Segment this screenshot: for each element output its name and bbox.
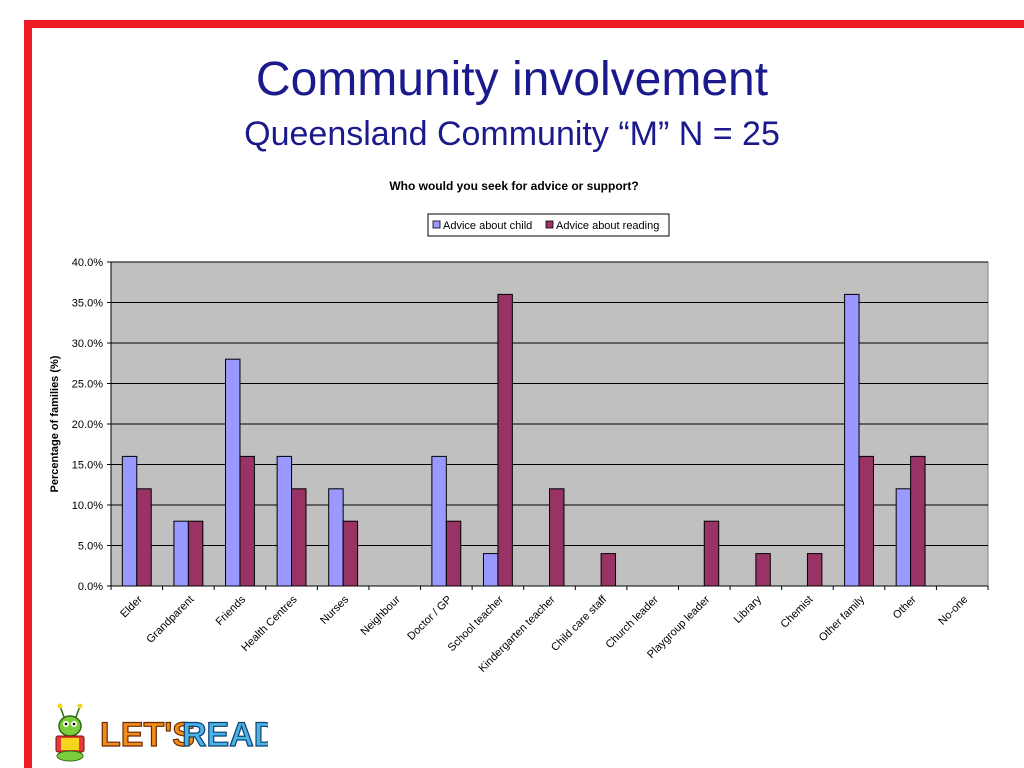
x-tick-label: Neighbour bbox=[358, 593, 403, 638]
bar-child-school-teacher bbox=[482, 553, 499, 587]
y-axis-label: Percentage of families (%) bbox=[49, 355, 61, 492]
legend-swatch-series-1 bbox=[432, 220, 441, 229]
lets-read-logo: LET'S READ bbox=[55, 703, 268, 762]
bars bbox=[121, 293, 926, 587]
x-tick-label: Child care staff bbox=[549, 593, 610, 654]
bar-child-elder bbox=[121, 455, 138, 587]
y-tick-label: 20.0% bbox=[72, 419, 103, 431]
x-tick-label: Doctor / GP bbox=[405, 594, 454, 643]
x-tick-label: Elder bbox=[118, 593, 145, 620]
bar-child-nurses bbox=[328, 488, 344, 587]
bar-reading-other bbox=[910, 455, 926, 587]
bar-reading-nurses bbox=[342, 520, 359, 587]
bar-reading-playgroup-leader bbox=[703, 520, 720, 587]
y-tick-label: 0.0% bbox=[78, 581, 103, 593]
legend-label-series-2: Advice about reading bbox=[556, 220, 659, 232]
bar-reading-grandparent bbox=[187, 520, 204, 587]
red-frame-top bbox=[24, 20, 1024, 28]
red-frame-left bbox=[24, 20, 32, 768]
bar-reading-other-family bbox=[858, 455, 874, 587]
legend: Advice about child Advice about reading bbox=[427, 213, 670, 237]
bar-child-grandparent bbox=[173, 520, 189, 587]
y-tick-label: 15.0% bbox=[72, 460, 103, 472]
bar-reading-library bbox=[755, 553, 771, 587]
svg-text:READ: READ bbox=[182, 716, 268, 754]
x-tick-label: Church leader bbox=[603, 593, 661, 651]
y-tick-label: 10.0% bbox=[72, 500, 103, 512]
bar-reading-school-teacher bbox=[497, 293, 513, 587]
bar-child-other bbox=[895, 488, 912, 587]
chart-title: Who would you seek for advice or support… bbox=[389, 179, 638, 193]
bar-reading-chemist bbox=[806, 553, 823, 587]
bookworm-icon bbox=[55, 703, 85, 762]
x-tick-label: No-one bbox=[936, 594, 970, 628]
bar-reading-child-care-staff bbox=[600, 553, 617, 587]
x-tick-label: Grandparent bbox=[144, 594, 196, 646]
lets-read-wordmark: LET'S READ bbox=[99, 715, 268, 754]
y-tick-label: 30.0% bbox=[72, 338, 103, 350]
x-tick-label: Library bbox=[732, 593, 765, 626]
x-tick-label: Health Centres bbox=[239, 593, 300, 654]
x-tick-label: Friends bbox=[214, 593, 249, 628]
y-tick-labels: 0.0% 5.0% 10.0% 15.0% 20.0% 25.0% 30.0% 35.0% 40… bbox=[72, 257, 103, 593]
bar-reading-health-centres bbox=[291, 488, 307, 587]
bar-reading-doctor-gp bbox=[445, 520, 462, 587]
legend-swatch-series-2 bbox=[545, 220, 554, 229]
y-tick-label: 40.0% bbox=[72, 257, 103, 269]
x-tick-label: Chemist bbox=[779, 594, 816, 631]
y-tick-label: 35.0% bbox=[72, 298, 103, 310]
bar-child-health-centres bbox=[276, 455, 293, 587]
bar-chart: Who would you seek for advice or support… bbox=[49, 179, 989, 675]
y-tick-label: 25.0% bbox=[72, 379, 103, 391]
x-tick-label: Other family bbox=[817, 593, 868, 644]
svg-text:LET'S: LET'S bbox=[100, 716, 195, 754]
bar-reading-friends bbox=[239, 455, 255, 587]
legend-label-series-1: Advice about child bbox=[443, 220, 532, 232]
y-tick-label: 5.0% bbox=[78, 541, 103, 553]
bar-reading-kindergarten-teacher bbox=[549, 488, 565, 587]
bar-child-friends bbox=[225, 358, 241, 587]
x-tick-label: Other bbox=[891, 593, 919, 621]
slide-title: Community involvement bbox=[255, 53, 769, 106]
bar-child-other-family bbox=[844, 293, 860, 587]
bar-reading-elder bbox=[136, 488, 152, 587]
gridlines bbox=[111, 261, 988, 546]
x-tick-label: Nurses bbox=[318, 593, 351, 626]
bar-child-doctor-gp bbox=[431, 455, 447, 587]
axes bbox=[107, 261, 989, 590]
slide-subtitle: Queensland Community “M” N = 25 bbox=[244, 115, 780, 153]
